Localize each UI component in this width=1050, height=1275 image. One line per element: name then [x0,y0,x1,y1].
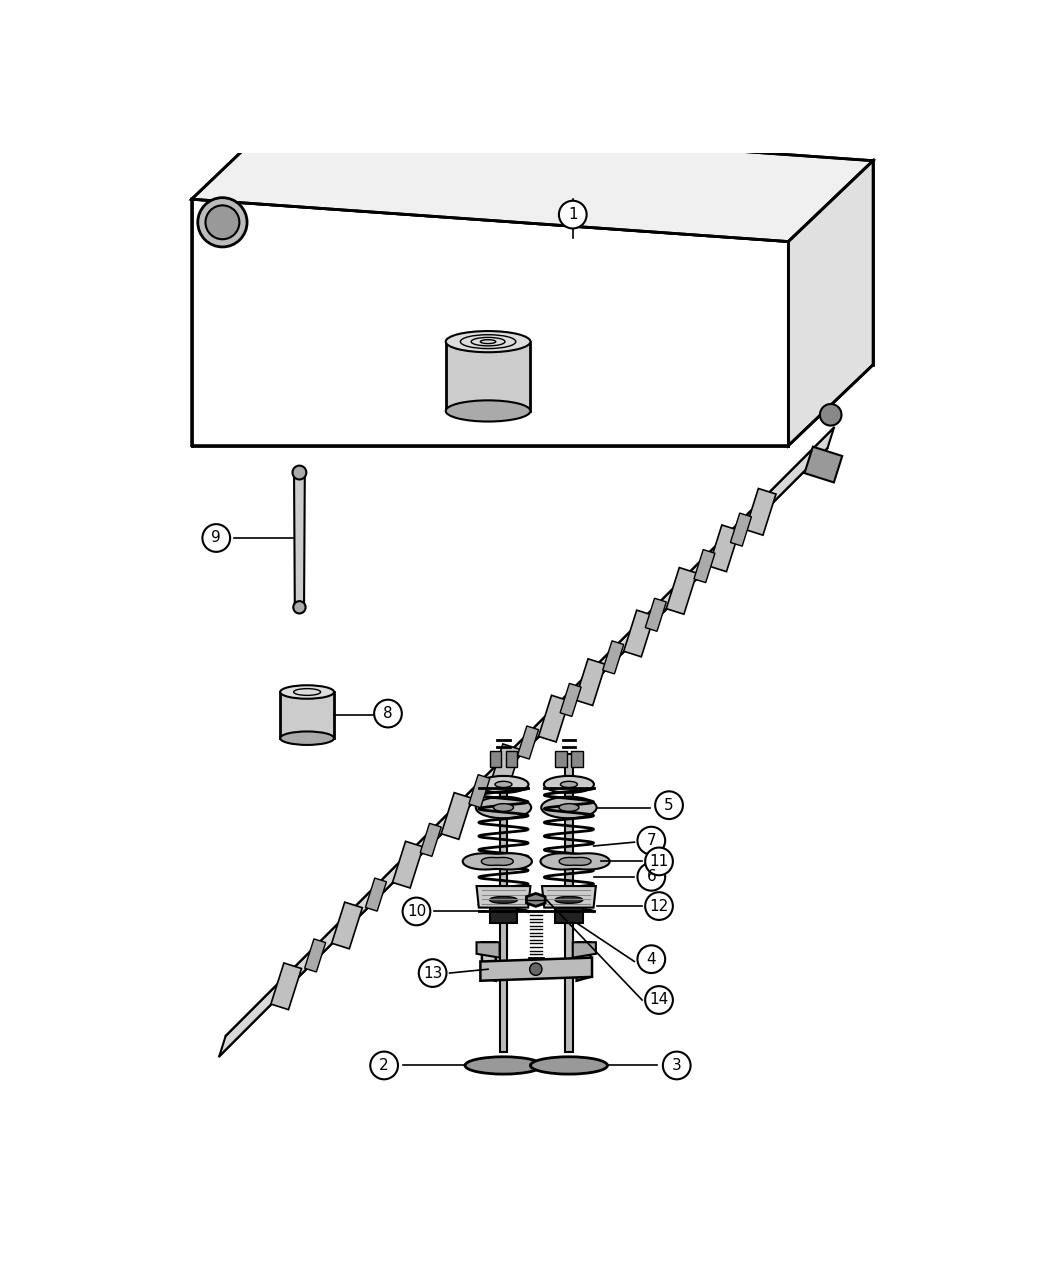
Text: 14: 14 [649,992,669,1007]
Polygon shape [393,842,423,887]
Polygon shape [646,598,667,631]
Polygon shape [500,754,507,1052]
Circle shape [559,200,587,228]
Circle shape [637,945,666,973]
Polygon shape [477,942,500,958]
Text: 8: 8 [383,706,393,722]
Ellipse shape [476,797,531,819]
Polygon shape [469,775,490,808]
Polygon shape [746,488,776,536]
Ellipse shape [530,1057,607,1074]
Circle shape [529,963,542,975]
Circle shape [374,700,402,728]
Polygon shape [694,550,715,583]
Circle shape [206,205,239,240]
Text: 9: 9 [211,530,222,546]
Ellipse shape [559,803,579,811]
Polygon shape [441,793,471,839]
Polygon shape [490,745,521,790]
Text: 3: 3 [672,1058,681,1074]
Polygon shape [191,199,789,445]
Polygon shape [555,900,583,923]
Ellipse shape [479,776,528,793]
Polygon shape [280,692,334,738]
Text: 2: 2 [379,1058,388,1074]
Ellipse shape [494,803,513,811]
Circle shape [820,404,841,426]
Ellipse shape [280,732,334,745]
Ellipse shape [544,776,594,793]
Ellipse shape [541,797,596,819]
Ellipse shape [495,782,512,788]
Polygon shape [304,938,326,972]
Polygon shape [271,963,301,1010]
Text: 7: 7 [647,833,656,848]
Circle shape [663,1052,691,1080]
Polygon shape [420,824,441,857]
Ellipse shape [561,782,578,788]
Polygon shape [518,725,539,759]
Polygon shape [560,683,581,717]
Polygon shape [541,853,610,870]
Circle shape [197,198,247,247]
Circle shape [419,959,446,987]
Text: 12: 12 [649,899,669,914]
Ellipse shape [489,896,518,904]
Polygon shape [731,513,752,546]
Polygon shape [477,886,530,908]
Polygon shape [560,857,591,866]
Text: 5: 5 [665,798,674,812]
Polygon shape [555,751,567,768]
Circle shape [645,848,673,875]
Polygon shape [575,659,606,705]
Polygon shape [489,900,518,923]
Polygon shape [481,857,513,866]
Ellipse shape [465,1057,542,1074]
Polygon shape [804,446,842,482]
Polygon shape [571,751,583,768]
Polygon shape [489,751,501,768]
Circle shape [645,892,673,921]
Text: 6: 6 [647,870,656,885]
Polygon shape [542,886,596,908]
Circle shape [645,986,673,1014]
Text: 4: 4 [647,951,656,966]
Text: 10: 10 [406,904,426,919]
Polygon shape [603,641,624,674]
Polygon shape [463,853,532,870]
Circle shape [293,601,306,613]
Ellipse shape [555,896,583,904]
Ellipse shape [280,685,334,699]
Polygon shape [506,751,518,768]
Circle shape [655,792,683,819]
Text: 13: 13 [423,965,442,980]
Polygon shape [709,525,739,571]
Polygon shape [219,427,834,1057]
Polygon shape [526,894,545,907]
Polygon shape [667,567,697,615]
Circle shape [293,465,307,479]
Circle shape [203,524,230,552]
Polygon shape [539,695,569,742]
Polygon shape [332,903,362,949]
Ellipse shape [445,400,530,422]
Ellipse shape [445,332,530,352]
Polygon shape [191,119,874,241]
Polygon shape [482,942,496,980]
Circle shape [402,898,430,926]
Polygon shape [573,942,596,958]
Polygon shape [565,754,573,1052]
Text: 1: 1 [568,207,578,222]
Polygon shape [294,473,304,607]
Circle shape [371,1052,398,1080]
Polygon shape [576,942,590,980]
Polygon shape [481,958,592,980]
Polygon shape [789,161,874,445]
Polygon shape [624,611,654,657]
Polygon shape [446,342,530,411]
Polygon shape [365,878,386,912]
Circle shape [637,826,666,854]
Circle shape [637,863,666,891]
Text: 11: 11 [649,854,669,868]
